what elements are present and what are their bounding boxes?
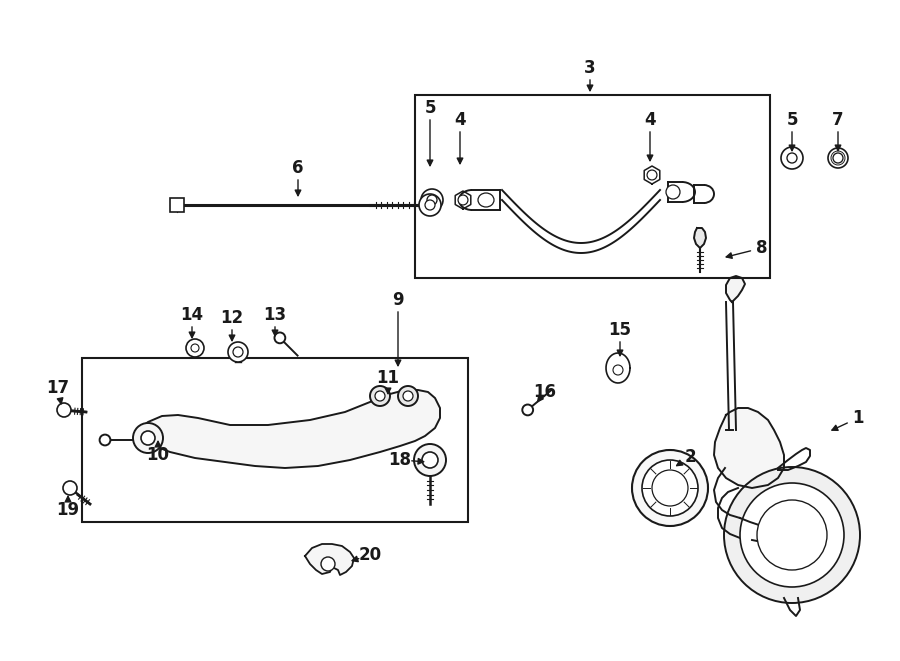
Circle shape — [191, 344, 199, 352]
Text: 11: 11 — [376, 369, 400, 387]
Circle shape — [321, 557, 335, 571]
Text: 13: 13 — [264, 306, 286, 324]
Text: 4: 4 — [454, 111, 466, 129]
Text: 7: 7 — [832, 111, 844, 129]
Circle shape — [57, 403, 71, 417]
Bar — [82, 358, 468, 522]
Text: 8: 8 — [756, 239, 768, 257]
Circle shape — [724, 467, 860, 603]
Text: 2: 2 — [684, 448, 696, 466]
Circle shape — [370, 386, 390, 406]
Text: 10: 10 — [147, 446, 169, 464]
Bar — [170, 198, 184, 212]
Circle shape — [421, 189, 443, 211]
Circle shape — [632, 450, 708, 526]
Polygon shape — [714, 408, 784, 488]
Circle shape — [274, 332, 285, 343]
Polygon shape — [138, 390, 440, 468]
Text: 19: 19 — [57, 501, 79, 519]
Circle shape — [828, 148, 848, 168]
Circle shape — [642, 460, 698, 516]
Text: 5: 5 — [424, 99, 436, 117]
Circle shape — [757, 500, 827, 570]
Circle shape — [652, 470, 688, 506]
Text: 4: 4 — [644, 111, 656, 129]
Circle shape — [186, 339, 204, 357]
Circle shape — [403, 391, 413, 401]
Circle shape — [740, 483, 844, 587]
Circle shape — [233, 347, 243, 357]
Circle shape — [425, 200, 435, 210]
Circle shape — [781, 147, 803, 169]
Text: 16: 16 — [534, 383, 556, 401]
Polygon shape — [726, 276, 745, 302]
Bar — [415, 95, 770, 278]
Circle shape — [63, 481, 77, 495]
Circle shape — [787, 153, 797, 163]
Ellipse shape — [478, 193, 494, 207]
Circle shape — [398, 386, 418, 406]
Text: 6: 6 — [292, 159, 304, 177]
Polygon shape — [694, 228, 706, 248]
Text: 20: 20 — [358, 546, 382, 564]
Text: 15: 15 — [608, 321, 632, 339]
Circle shape — [375, 391, 385, 401]
Circle shape — [228, 342, 248, 362]
Text: 17: 17 — [47, 379, 69, 397]
Text: 14: 14 — [180, 306, 203, 324]
Circle shape — [133, 423, 163, 453]
Text: 18: 18 — [389, 451, 411, 469]
Circle shape — [141, 431, 155, 445]
Ellipse shape — [666, 185, 680, 199]
Circle shape — [100, 434, 111, 446]
Text: 1: 1 — [852, 409, 864, 427]
Circle shape — [414, 444, 446, 476]
Circle shape — [647, 170, 657, 180]
Circle shape — [422, 452, 438, 468]
Text: 9: 9 — [392, 291, 404, 309]
Text: 3: 3 — [584, 59, 596, 77]
Circle shape — [522, 405, 533, 415]
Circle shape — [427, 195, 437, 205]
Circle shape — [419, 194, 441, 216]
Circle shape — [458, 195, 468, 205]
Polygon shape — [305, 544, 354, 575]
Text: 5: 5 — [787, 111, 797, 129]
Circle shape — [833, 153, 843, 163]
Text: 12: 12 — [220, 309, 244, 327]
